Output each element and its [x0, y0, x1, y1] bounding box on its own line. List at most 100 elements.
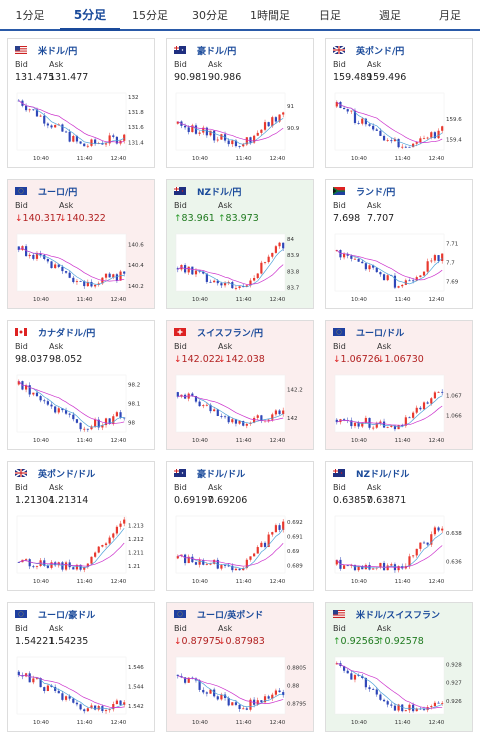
rate-card[interactable]: 英ポンド/ドル Bid Ask 1.21304 1.21314 1.213 1.212 1.2…	[7, 461, 155, 591]
ask-label: Ask	[367, 483, 382, 492]
candlestick-chart[interactable]: 140.6 140.4 140.2 10:40 11:40 12:40	[15, 230, 148, 305]
currency-pair-link[interactable]: カナダドル/円	[38, 328, 96, 339]
rate-card[interactable]: 豪ドル/円 Bid Ask 90.981 90.986 91 90.9 10:40 11:40 1…	[166, 38, 314, 168]
candlestick-chart[interactable]: 1.213 1.212 1.211 1.21 10:40 11:40 12:40	[15, 512, 148, 587]
ask-value: 7.707	[367, 213, 395, 224]
currency-pair-link[interactable]: 米ドル/円	[38, 46, 78, 57]
candle	[353, 422, 357, 427]
candle	[437, 527, 440, 531]
rate-card[interactable]: 豪ドル/ドル Bid Ask 0.69197 0.69206 0.692 0.691 0.69…	[166, 461, 314, 591]
candle	[90, 556, 93, 564]
candlestick-chart[interactable]: 132 131.8 131.6 131.4 10:40 11:40 12:40	[15, 89, 148, 164]
candle	[28, 109, 31, 111]
y-tick-label: 1.21	[128, 564, 140, 570]
candlestick-chart[interactable]: 0.638 0.636 10:40 11:40 12:40	[333, 512, 466, 587]
rate-card[interactable]: NZドル/ドル Bid Ask 0.63857 0.63871 0.638 0.636 10:…	[325, 461, 473, 591]
currency-pair-link[interactable]: NZドル/円	[197, 187, 242, 198]
currency-pair-link[interactable]: ユーロ/ドル	[356, 328, 405, 339]
candlestick-chart[interactable]: 0.8805 0.88 0.8795 10:40 11:40 12:40	[174, 653, 307, 728]
candle	[412, 555, 415, 557]
candlestick-chart[interactable]: 98.2 98.1 98 10:40 11:40 12:40	[15, 371, 148, 446]
currency-pair-link[interactable]: 豪ドル/ドル	[197, 469, 246, 480]
bid-value: 1.54221	[15, 636, 55, 647]
currency-pair-link[interactable]: ランド/円	[356, 187, 396, 198]
currency-pair-link[interactable]: 米ドル/スイスフラン	[356, 610, 441, 621]
currency-pair-link[interactable]: 豪ドル/円	[197, 46, 237, 57]
candlestick-chart[interactable]: 7.71 7.7 7.69 10:40 11:40 12:40	[333, 230, 466, 305]
x-tick-label: 10:40	[192, 297, 208, 303]
rate-card[interactable]: 米ドル/スイスフラン Bid Ask ↑0.92563 ↑0.92578 0.928 0.9…	[325, 602, 473, 732]
candlestick-chart[interactable]: 0.928 0.927 0.926 10:40 11:40 12:40	[333, 653, 466, 728]
rate-card[interactable]: スイスフラン/円 Bid Ask ↓142.022 ↓142.038 142.2 142 10…	[166, 320, 314, 450]
currency-pair-link[interactable]: ユーロ/円	[38, 187, 78, 198]
candlestick-chart[interactable]: 0.692 0.691 0.69 0.689 10:40 11:40 12:40	[174, 512, 307, 587]
ca-flag-icon	[15, 328, 27, 336]
rate-card[interactable]: ユーロ/豪ドル Bid Ask 1.54221 1.54235 1.546 1.544 1.5…	[7, 602, 155, 732]
tab-4[interactable]: 30分足	[192, 8, 228, 22]
currency-pair-link[interactable]: 英ポンド/円	[356, 46, 405, 57]
currency-pair-link[interactable]: 英ポンド/ドル	[38, 469, 96, 480]
candle	[271, 117, 274, 127]
y-tick-label: 140.2	[128, 284, 144, 290]
bid-price: 131.475	[15, 72, 54, 85]
tab-7[interactable]: 週足	[379, 8, 401, 22]
x-tick-label: 11:40	[395, 156, 411, 162]
y-tick-label: 83.8	[287, 269, 300, 275]
candlestick-chart[interactable]: 142.2 142 10:40 11:40 12:40	[174, 371, 307, 446]
candle	[68, 131, 71, 142]
tab-5[interactable]: 1時間足	[250, 8, 290, 22]
tab-2[interactable]: 5分足	[60, 0, 120, 31]
x-tick-label: 10:40	[33, 720, 49, 726]
tab-1[interactable]: 1分足	[15, 8, 45, 22]
rate-card[interactable]: ユーロ/英ポンド Bid Ask ↓0.87975 ↓0.87983 0.8805 0.88…	[166, 602, 314, 732]
currency-pair-link[interactable]: ユーロ/豪ドル	[38, 610, 96, 621]
currency-pair-link[interactable]: ユーロ/英ポンド	[197, 610, 264, 621]
candle	[68, 696, 71, 699]
gb-flag-icon	[333, 46, 345, 54]
candle	[368, 564, 371, 570]
au-flag-icon	[174, 469, 186, 477]
currency-pair-link[interactable]: NZドル/ドル	[356, 469, 410, 480]
rate-card[interactable]: ランド/円 Bid Ask 7.698 7.707 7.71 7.7 7.69 10:40 11:…	[325, 179, 473, 309]
candle	[433, 702, 437, 707]
candle	[101, 545, 104, 547]
rate-card[interactable]: ユーロ/ドル Bid Ask ↓1.06726 ↓1.06730 1.067 1.066 10…	[325, 320, 473, 450]
rate-card[interactable]: 英ポンド/円 Bid Ask 159.489 159.496 159.6 159.4 10:4…	[325, 38, 473, 168]
candle	[61, 562, 64, 570]
bid-ask-labels: Bid Ask	[333, 60, 465, 70]
rate-card[interactable]: NZドル/円 Bid Ask ↑83.961 ↑83.973 84 83.9 83.8 83.7…	[166, 179, 314, 309]
rate-card[interactable]: ユーロ/円 Bid Ask ↓140.317 ↓140.322 140.6 140.4 140…	[7, 179, 155, 309]
ma-long-line	[336, 249, 443, 281]
candle	[94, 552, 97, 557]
candlestick-chart[interactable]: 159.6 159.4 10:40 11:40 12:40	[333, 89, 466, 164]
candlestick-chart[interactable]: 84 83.9 83.8 83.7 10:40 11:40 12:40	[174, 230, 307, 305]
candlestick-chart[interactable]: 1.546 1.544 1.542 10:40 11:40 12:40	[15, 653, 148, 728]
rate-card[interactable]: 米ドル/円 Bid Ask 131.475 131.477 132 131.8 131.6 13…	[7, 38, 155, 168]
candle	[50, 685, 53, 687]
candlestick-chart[interactable]: 91 90.9 10:40 11:40 12:40	[174, 89, 307, 164]
plot-area	[175, 374, 286, 433]
candle	[408, 146, 411, 148]
candlestick-chart[interactable]: 1.067 1.066 10:40 11:40 12:40	[333, 371, 466, 446]
candle	[441, 528, 444, 531]
down-arrow-icon: ↓	[377, 355, 385, 365]
candle	[361, 422, 364, 427]
candle	[249, 280, 252, 286]
candle	[115, 136, 119, 144]
tab-6[interactable]: 日足	[319, 8, 341, 22]
candle	[205, 273, 208, 282]
candle	[426, 707, 429, 711]
candle	[256, 700, 259, 705]
rate-card[interactable]: カナダドル/円 Bid Ask 98.037 98.052 98.2 98.1 98 10:40…	[7, 320, 155, 450]
plot-area	[334, 233, 445, 292]
x-tick-label: 11:40	[395, 720, 411, 726]
tab-3[interactable]: 15分足	[132, 8, 168, 22]
x-tick-label: 10:40	[33, 438, 49, 444]
up-arrow-icon: ↑	[333, 637, 341, 647]
tab-8[interactable]: 月足	[439, 8, 461, 22]
eu-flag-icon	[333, 328, 345, 336]
candle	[191, 393, 194, 397]
y-tick-label: 0.928	[446, 662, 462, 668]
y-tick-label: 140.4	[128, 263, 144, 269]
currency-pair-link[interactable]: スイスフラン/円	[197, 328, 264, 339]
